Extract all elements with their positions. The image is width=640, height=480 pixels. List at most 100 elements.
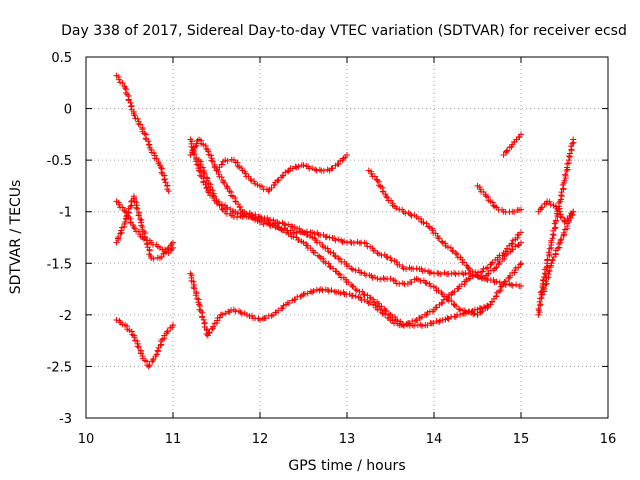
data-point-interp	[569, 211, 576, 218]
data-point-interp	[145, 138, 152, 145]
data-point-interp	[512, 243, 519, 250]
data-point-interp	[559, 214, 566, 221]
data-point-interp	[423, 280, 430, 287]
data-point-interp	[493, 292, 500, 299]
x-tick-label: 10	[78, 432, 95, 447]
data-point-interp	[549, 235, 556, 242]
data-point-interp	[337, 157, 344, 164]
x-axis-label: GPS time / hours	[288, 458, 405, 474]
plot-frame	[85, 56, 609, 419]
data-point-interp	[430, 319, 437, 326]
data-point-interp	[312, 249, 319, 256]
data-point-interp	[215, 171, 222, 178]
data-point-interp	[345, 279, 352, 286]
data-point-interp	[453, 251, 460, 258]
data-point-interp	[401, 322, 408, 329]
data-point-interp	[377, 306, 384, 313]
data-point-interp	[209, 187, 216, 194]
data-point-interp	[372, 302, 379, 309]
data-point-interp	[154, 347, 161, 354]
data-point-interp	[219, 201, 226, 208]
data-point-interp	[133, 204, 140, 211]
data-point-interp	[309, 289, 316, 296]
data-point-interp	[349, 283, 356, 290]
data-point-interp	[511, 208, 518, 215]
y-tick-label: -1	[59, 206, 72, 221]
y-tick-label: -1.5	[47, 257, 72, 272]
data-point-interp	[444, 315, 451, 322]
data-point	[518, 260, 524, 267]
data-point-interp	[425, 223, 432, 230]
data-point-interp	[204, 177, 211, 184]
data-point-interp	[335, 236, 342, 243]
data-point-interp	[554, 245, 561, 252]
data-point	[374, 275, 381, 282]
data-point-interp	[356, 240, 363, 247]
data-point	[570, 208, 577, 215]
data-point	[122, 84, 129, 91]
data-point-interp	[228, 307, 235, 314]
data-point	[487, 301, 494, 308]
data-point-interp	[135, 212, 142, 219]
data-point-interp	[137, 216, 144, 223]
data-point-interp	[236, 163, 243, 170]
data-point-interp	[383, 307, 390, 314]
data-point-interp	[503, 148, 510, 155]
data-point-interp	[464, 263, 471, 270]
data-point	[204, 188, 211, 195]
data-point-interp	[323, 233, 330, 240]
data-point-interp	[330, 250, 337, 257]
data-point-interp	[208, 326, 215, 333]
data-point	[448, 270, 455, 277]
data-point-interp	[319, 287, 326, 294]
data-point-interp	[550, 232, 557, 239]
data-point-interp	[461, 281, 468, 288]
data-point-interp	[268, 312, 275, 319]
data-point-interp	[363, 240, 370, 247]
data-point-interp	[216, 314, 223, 321]
x-tick-labels: 10 11 12 13 14 15 16	[78, 432, 617, 447]
data-point-interp	[546, 198, 553, 205]
data-point-interp	[517, 261, 524, 268]
data-point-interp	[234, 210, 241, 217]
data-point-interp	[375, 300, 382, 307]
data-point-interp	[420, 219, 427, 226]
data-point-interp	[566, 150, 573, 157]
data-point	[300, 162, 307, 169]
data-point-interp	[298, 228, 305, 235]
data-point	[518, 206, 524, 213]
data-point-interp	[427, 283, 434, 290]
data-point-interp	[191, 151, 198, 158]
data-point	[300, 239, 307, 246]
series-arc-l	[500, 131, 524, 158]
data-point-interp	[194, 295, 201, 302]
data-point-interp	[359, 288, 366, 295]
data-point-interp	[493, 264, 500, 271]
data-point-interp	[199, 164, 206, 171]
data-point-interp	[322, 259, 329, 266]
data-point	[374, 177, 381, 184]
data-point-interp	[209, 158, 216, 165]
data-point	[156, 162, 163, 169]
data-point-interp	[164, 245, 171, 252]
data-point	[452, 249, 459, 256]
data-point-interp	[297, 293, 304, 300]
data-point-interp	[347, 238, 354, 245]
data-point-interp	[428, 269, 435, 276]
data-point	[383, 193, 390, 200]
data-point-interp	[131, 225, 138, 232]
data-point	[518, 282, 524, 289]
data-point	[352, 293, 359, 300]
data-point-interp	[393, 205, 400, 212]
data-point-interp	[398, 322, 405, 329]
data-point-interp	[468, 309, 475, 316]
data-point-interp	[234, 162, 241, 169]
plot-area	[113, 72, 577, 370]
data-point-interp	[201, 170, 208, 177]
data-point-interp	[508, 241, 515, 248]
data-point	[518, 229, 524, 236]
data-point-interp	[434, 269, 441, 276]
series-arc-g	[213, 167, 524, 318]
data-point-interp	[192, 292, 199, 299]
data-point-interp	[408, 279, 415, 286]
